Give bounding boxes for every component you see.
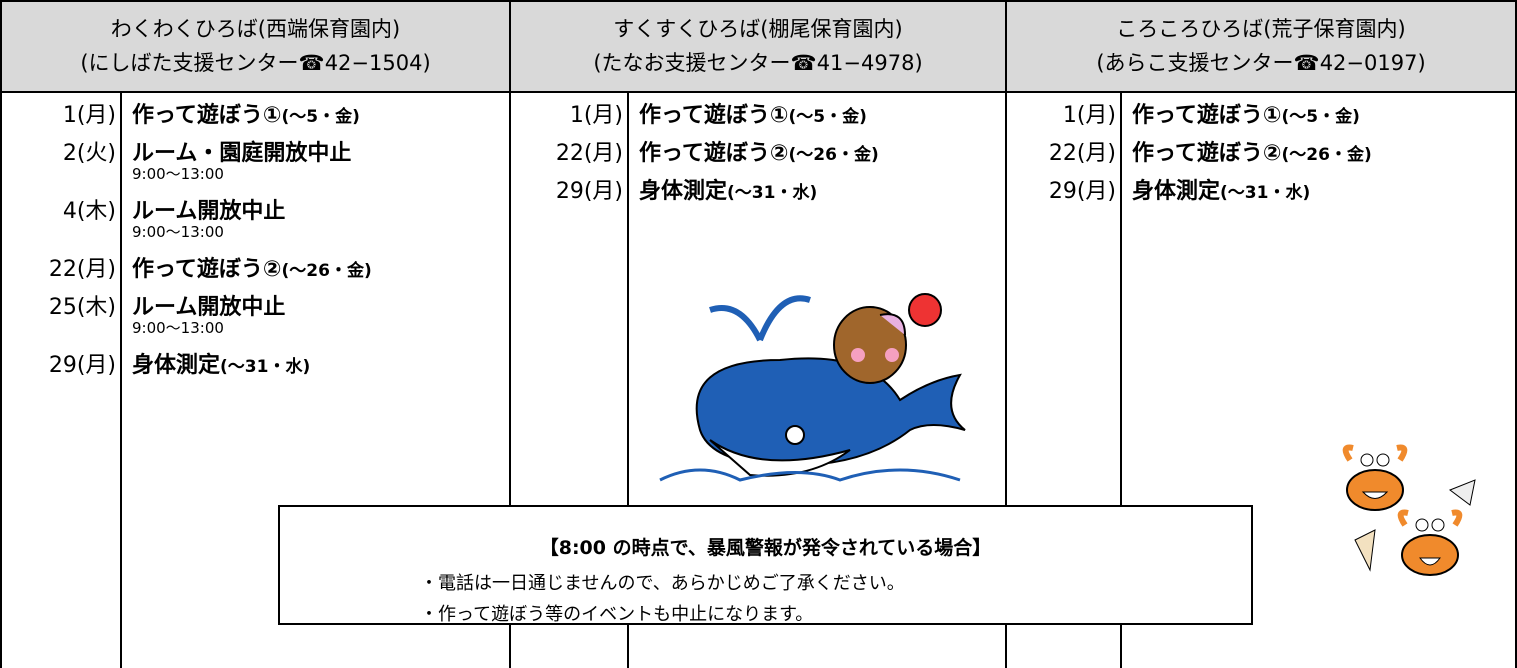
event-title: ルーム開放中止 xyxy=(132,199,286,224)
schedule: 1(月) 作って遊ぼう①(～5・金) 22(月) 作って遊ぼう②(～26・金) 29(月… xyxy=(1007,97,1515,211)
column-header: すくすくひろば(棚尾保育園内) (たなお支援センター☎41−4978) xyxy=(511,0,1005,93)
center-column: ころころひろば(荒子保育園内) (あらこ支援センター☎42−0197) 1(月) 作っ… xyxy=(1005,0,1517,668)
date: 29(月) xyxy=(48,353,116,378)
event-title: ルーム開放中止 xyxy=(132,295,286,320)
notice-bullet: ・作って遊ぼう等のイベントも中止になります。 xyxy=(420,604,814,625)
schedule-row: 1(月) 作って遊ぼう①(～5・金) xyxy=(511,97,1005,135)
event: ルーム開放中止 9:00～13:00 xyxy=(132,193,285,240)
center-contact: (にしばた支援センター☎42−1504) xyxy=(80,51,431,75)
event-detail: (～31・水) xyxy=(727,183,818,203)
date: 2(火) xyxy=(62,141,116,166)
center-contact: (あらこ支援センター☎42−0197) xyxy=(1096,51,1426,75)
column-header: ころころひろば(荒子保育園内) (あらこ支援センター☎42−0197) xyxy=(1007,0,1515,93)
schedule-row: 29(月) 身体測定(～31・水) xyxy=(2,347,509,385)
schedule-row: 29(月) 身体測定(～31・水) xyxy=(1007,173,1515,211)
event-title: 身体測定 xyxy=(132,353,221,378)
event-detail: (～5・金) xyxy=(281,107,360,127)
whale-illustration xyxy=(659,293,966,482)
schedule-row: 29(月) 身体測定(～31・水) xyxy=(511,173,1005,211)
event-title: 身体測定 xyxy=(639,179,728,204)
schedule-row: 2(火) ルーム・園庭開放中止 9:00～13:00 xyxy=(2,135,509,193)
event: 作って遊ぼう①(～5・金) xyxy=(132,97,360,136)
event-title: 作って遊ぼう② xyxy=(1132,141,1282,166)
event-detail: (～26・金) xyxy=(788,145,879,165)
date: 1(月) xyxy=(62,103,116,128)
date-divider xyxy=(1120,93,1122,668)
event-title: 作って遊ぼう② xyxy=(132,257,282,282)
schedule-row: 22(月) 作って遊ぼう②(～26・金) xyxy=(511,135,1005,173)
event: 身体測定(～31・水) xyxy=(639,173,817,212)
event-title: 作って遊ぼう① xyxy=(1132,103,1282,128)
event: 作って遊ぼう①(～5・金) xyxy=(639,97,867,136)
event-title: 作って遊ぼう① xyxy=(639,103,789,128)
event-detail: (～5・金) xyxy=(1281,107,1360,127)
event-detail: (～26・金) xyxy=(1281,145,1372,165)
date: 25(木) xyxy=(48,295,116,320)
schedule-row: 4(木) ルーム開放中止 9:00～13:00 xyxy=(2,193,509,251)
date: 1(月) xyxy=(569,103,623,128)
event: 身体測定(～31・水) xyxy=(132,347,310,386)
event: ルーム・園庭開放中止 9:00～13:00 xyxy=(132,135,351,182)
notice-box: 【8:00 の時点で、暴風警報が発令されている場合】・電話は一日通じませんので、… xyxy=(278,505,1253,625)
event: 作って遊ぼう②(～26・金) xyxy=(639,135,879,174)
center-name: わくわくひろば(西端保育園内) xyxy=(110,17,401,41)
date: 29(月) xyxy=(1048,179,1116,204)
event-detail: (～5・金) xyxy=(788,107,867,127)
event: ルーム開放中止 9:00～13:00 xyxy=(132,289,285,336)
center-column: わくわくひろば(西端保育園内) (にしばた支援センター☎42−1504) 1(月) 作… xyxy=(0,0,509,668)
center-name: ころころひろば(荒子保育園内) xyxy=(1116,17,1406,41)
event: 身体測定(～31・水) xyxy=(1132,173,1310,212)
date-divider xyxy=(120,93,122,668)
event-title: 身体測定 xyxy=(1132,179,1221,204)
center-column: すくすくひろば(棚尾保育園内) (たなお支援センター☎41−4978) 1(月) 作っ… xyxy=(509,0,1005,668)
column-header: わくわくひろば(西端保育園内) (にしばた支援センター☎42−1504) xyxy=(2,0,509,93)
date: 29(月) xyxy=(555,179,623,204)
event-title: 作って遊ぼう① xyxy=(132,103,282,128)
notice-bullet: ・電話は一日通じませんので、あらかじめご了承ください。 xyxy=(420,573,905,594)
event: 作って遊ぼう②(～26・金) xyxy=(132,251,372,290)
schedule: 1(月) 作って遊ぼう①(～5・金) 22(月) 作って遊ぼう②(～26・金) 29(月… xyxy=(511,97,1005,211)
event: 作って遊ぼう①(～5・金) xyxy=(1132,97,1360,136)
event-time: 9:00～13:00 xyxy=(132,165,224,183)
crab-illustration xyxy=(1342,444,1476,576)
center-name: すくすくひろば(棚尾保育園内) xyxy=(613,17,903,41)
schedule-row: 25(木) ルーム開放中止 9:00～13:00 xyxy=(2,289,509,347)
date: 22(月) xyxy=(48,257,116,282)
event-title: ルーム・園庭開放中止 xyxy=(132,141,352,166)
event-title: 作って遊ぼう② xyxy=(639,141,789,166)
schedule-row: 1(月) 作って遊ぼう①(～5・金) xyxy=(1007,97,1515,135)
schedule-row: 22(月) 作って遊ぼう②(～26・金) xyxy=(2,251,509,289)
event-detail: (～31・水) xyxy=(220,357,311,377)
date: 1(月) xyxy=(1062,103,1116,128)
notice-title: 【8:00 の時点で、暴風警報が発令されている場合】 xyxy=(539,537,992,559)
schedule: 1(月) 作って遊ぼう①(～5・金) 2(火) ルーム・園庭開放中止 9:00～13:0… xyxy=(2,97,509,385)
date: 4(木) xyxy=(62,199,116,224)
event-detail: (～26・金) xyxy=(281,261,372,281)
center-contact: (たなお支援センター☎41−4978) xyxy=(593,51,923,75)
event-time: 9:00～13:00 xyxy=(132,319,224,337)
date-divider xyxy=(627,93,629,668)
event-detail: (～31・水) xyxy=(1220,183,1311,203)
schedule-row: 1(月) 作って遊ぼう①(～5・金) xyxy=(2,97,509,135)
event-time: 9:00～13:00 xyxy=(132,223,224,241)
event: 作って遊ぼう②(～26・金) xyxy=(1132,135,1372,174)
date: 22(月) xyxy=(555,141,623,166)
schedule-row: 22(月) 作って遊ぼう②(～26・金) xyxy=(1007,135,1515,173)
date: 22(月) xyxy=(1048,141,1116,166)
